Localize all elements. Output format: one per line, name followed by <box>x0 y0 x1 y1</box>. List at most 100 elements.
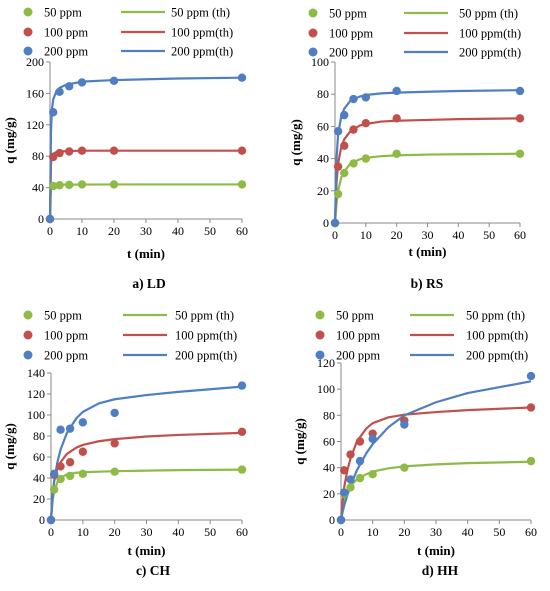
legend-marker <box>23 7 33 17</box>
y-tick-label: 40 <box>317 152 329 166</box>
series-line-200-ppm-th- <box>49 385 243 521</box>
data-point <box>77 180 87 189</box>
data-point <box>515 114 525 123</box>
data-point <box>78 418 88 427</box>
data-point <box>349 94 358 104</box>
legend-label: 100 ppm <box>329 27 373 41</box>
legend-marker <box>23 350 33 360</box>
data-point <box>49 485 59 494</box>
data-point <box>349 159 358 168</box>
legend-marker <box>315 350 325 360</box>
data-point <box>56 425 65 434</box>
data-point <box>49 152 58 162</box>
data-point <box>46 515 56 525</box>
chart-panel-1: 0 40 80 120 160 200 0 10 20 30 40 50 60 q (mg/g) t (mi… <box>2 6 248 292</box>
x-tick-label: 20 <box>108 224 120 238</box>
y-tick-label: 0 <box>38 212 44 226</box>
x-tick-label: 10 <box>367 525 379 539</box>
data-point <box>237 381 247 390</box>
legend-label: 100 ppm(th) <box>175 329 237 343</box>
y-tick-label: 0 <box>329 513 335 527</box>
series-line-50-ppm-th- <box>339 460 532 521</box>
chart-panel-2: 0 20 40 60 80 100 0 10 20 30 40 50 60 q (mg/g) t (min)… <box>288 7 526 292</box>
x-tick-label: 60 <box>514 228 526 242</box>
y-tick-label: 20 <box>33 492 45 506</box>
data-point <box>45 214 55 224</box>
data-point <box>110 439 119 448</box>
legend-label: 200 ppm <box>44 349 88 363</box>
legend-marker <box>308 28 318 38</box>
data-point <box>333 162 343 171</box>
y-tick-label: 80 <box>32 149 44 163</box>
x-tick-label: 50 <box>483 228 495 242</box>
data-point <box>400 463 409 472</box>
data-point <box>526 371 536 381</box>
legend-marker <box>23 46 33 56</box>
legend-marker <box>308 8 318 18</box>
y-axis-label: q (mg/g) <box>2 117 17 164</box>
data-point <box>392 86 401 96</box>
legend-label: 50 ppm (th) <box>466 309 525 323</box>
data-point <box>55 87 64 97</box>
data-point <box>526 456 536 466</box>
y-tick-label: 20 <box>317 184 329 198</box>
x-tick-label: 40 <box>172 224 184 238</box>
panel-caption: d) HH <box>422 563 459 578</box>
y-axis-label: q (mg/g) <box>288 119 303 166</box>
data-point <box>65 180 74 190</box>
data-point <box>339 466 349 475</box>
data-point <box>109 76 119 86</box>
panel-caption: b) RS <box>411 276 444 291</box>
x-tick-label: 60 <box>236 525 248 539</box>
x-axis-label: t (min) <box>127 246 165 261</box>
data-point <box>392 114 401 123</box>
y-tick-label: 60 <box>317 119 329 133</box>
series-line-200-ppm-th- <box>339 380 532 521</box>
x-tick-label: 0 <box>338 525 344 539</box>
data-point <box>49 469 59 478</box>
y-tick-label: 80 <box>317 87 329 101</box>
data-point <box>336 515 346 525</box>
y-tick-label: 140 <box>27 366 45 380</box>
legend-label: 200 ppm(th) <box>459 46 521 60</box>
x-tick-label: 50 <box>493 525 505 539</box>
data-point <box>49 108 58 117</box>
y-tick-label: 120 <box>26 118 44 132</box>
y-tick-label: 0 <box>323 216 329 230</box>
data-point <box>65 424 75 433</box>
data-point <box>346 450 355 459</box>
data-point <box>355 473 365 483</box>
legend-label: 50 ppm <box>329 7 367 21</box>
legend-label: 50 ppm <box>44 309 82 323</box>
x-tick-label: 40 <box>172 525 184 539</box>
legend-label: 200 ppm <box>44 45 88 59</box>
data-point <box>515 86 525 96</box>
data-point <box>65 471 75 481</box>
data-point <box>237 427 247 436</box>
x-tick-label: 30 <box>430 525 442 539</box>
data-point <box>340 110 349 120</box>
x-axis-label: t (min) <box>409 244 447 259</box>
data-point <box>368 434 377 444</box>
legend-label: 100 ppm(th) <box>171 26 233 40</box>
data-point <box>110 408 119 418</box>
data-point <box>526 403 536 412</box>
legend-label: 50 ppm <box>44 6 82 20</box>
y-tick-label: 100 <box>317 382 335 396</box>
x-tick-label: 60 <box>525 525 537 539</box>
panel-caption: c) CH <box>136 563 171 578</box>
data-point <box>346 483 355 492</box>
data-point <box>78 447 88 456</box>
y-axis-label: q (mg/g) <box>292 418 307 465</box>
data-point <box>333 127 343 136</box>
legend-marker <box>315 330 325 340</box>
data-point <box>361 93 371 102</box>
y-tick-label: 100 <box>27 408 45 422</box>
legend-label: 200 ppm(th) <box>466 349 528 363</box>
series-line-50-ppm-th- <box>49 468 243 521</box>
data-point <box>237 146 247 155</box>
data-point <box>55 181 64 190</box>
x-tick-label: 10 <box>76 224 88 238</box>
y-tick-label: 80 <box>33 429 45 443</box>
